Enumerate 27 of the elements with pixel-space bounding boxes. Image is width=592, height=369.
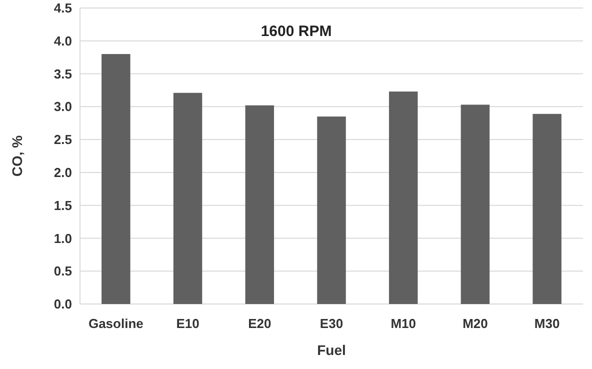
y-tick-label: 0.0 <box>54 296 72 312</box>
y-tick-label: 1.5 <box>54 198 72 213</box>
bar <box>102 54 130 304</box>
x-axis-title: Fuel <box>317 342 346 358</box>
y-tick-label: 2.5 <box>54 132 72 148</box>
y-tick-label: 4.5 <box>54 0 72 16</box>
bar <box>388 92 418 304</box>
x-tick-label: M20 <box>462 316 488 331</box>
x-tick-label: E10 <box>176 316 200 331</box>
bar <box>173 92 202 304</box>
bar <box>460 104 490 304</box>
bar <box>532 114 562 304</box>
bar <box>317 116 346 304</box>
bar <box>245 105 274 304</box>
y-tick-label: 2.0 <box>54 164 72 180</box>
y-tick-label: 1.0 <box>54 230 72 246</box>
x-tick-label: M10 <box>390 316 416 331</box>
y-tick-label: 3.5 <box>54 66 72 82</box>
y-tick-label: 4.0 <box>54 33 72 48</box>
y-axis-title: CO, % <box>9 134 25 177</box>
x-tick-label: Gasoline <box>88 316 144 331</box>
text: 1600 RPM <box>260 23 332 40</box>
y-tick-label: 0.5 <box>54 264 72 279</box>
x-tick-label: E20 <box>248 316 272 331</box>
x-tick-label: E30 <box>320 316 344 331</box>
x-tick-label: M30 <box>534 316 560 331</box>
y-tick-label: 3.0 <box>54 99 72 114</box>
